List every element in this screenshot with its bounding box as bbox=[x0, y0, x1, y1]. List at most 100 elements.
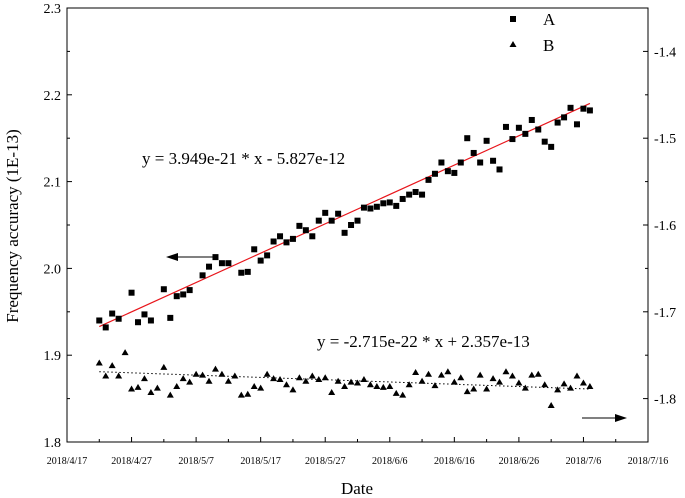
data-point-a bbox=[102, 324, 109, 331]
data-point-a bbox=[135, 319, 142, 326]
data-point-b bbox=[153, 384, 161, 391]
data-point-a bbox=[289, 235, 296, 242]
data-point-a bbox=[548, 143, 555, 150]
data-point-b bbox=[334, 377, 342, 384]
data-point-a bbox=[457, 159, 464, 166]
data-point-b bbox=[186, 378, 194, 385]
data-point-b bbox=[450, 378, 458, 385]
data-point-b bbox=[244, 390, 252, 397]
data-point-b bbox=[282, 381, 290, 388]
data-point-a bbox=[496, 166, 503, 173]
data-point-a bbox=[502, 123, 509, 130]
data-point-b bbox=[115, 372, 123, 379]
data-point-b bbox=[321, 374, 329, 381]
x-tick-label: 2018/4/27 bbox=[111, 456, 152, 467]
data-point-b bbox=[173, 382, 181, 389]
data-point-a bbox=[393, 202, 400, 209]
data-point-b bbox=[554, 386, 562, 393]
data-point-b bbox=[205, 377, 213, 384]
data-point-a bbox=[96, 317, 103, 324]
legend-label-a: A bbox=[543, 10, 556, 29]
y-left-tick-label: 2.2 bbox=[44, 89, 62, 104]
data-point-b bbox=[560, 380, 568, 387]
data-point-b bbox=[302, 377, 310, 384]
series-a-equation: y = 3.949e-21 * x - 5.827e-12 bbox=[142, 149, 345, 168]
data-point-a bbox=[251, 246, 258, 253]
data-point-b bbox=[360, 376, 368, 383]
x-tick-label: 2018/4/17 bbox=[47, 456, 88, 467]
data-point-a bbox=[277, 233, 284, 240]
data-point-b bbox=[547, 402, 555, 409]
data-point-b bbox=[528, 371, 536, 378]
x-axis-title: Date bbox=[341, 479, 373, 498]
data-point-a bbox=[109, 310, 116, 317]
data-point-a bbox=[167, 314, 174, 321]
data-point-b bbox=[289, 386, 297, 393]
left-axis-arrow bbox=[166, 253, 218, 261]
data-point-b bbox=[457, 374, 465, 381]
data-point-b bbox=[418, 377, 426, 384]
y-right-tick-label: -1.4 bbox=[654, 45, 676, 60]
x-tick-label: 2018/5/17 bbox=[240, 456, 281, 467]
data-point-b bbox=[347, 378, 355, 385]
y-right-tick-label: -1.5 bbox=[654, 132, 676, 147]
data-point-a bbox=[173, 293, 180, 300]
data-point-b bbox=[250, 382, 258, 389]
data-point-a bbox=[554, 119, 561, 126]
data-point-b bbox=[263, 370, 271, 377]
data-point-a bbox=[431, 170, 438, 177]
legend-marker-b bbox=[509, 41, 517, 47]
data-point-b bbox=[160, 363, 168, 370]
x-tick-label: 2018/5/27 bbox=[305, 456, 346, 467]
data-point-b bbox=[476, 371, 484, 378]
data-point-a bbox=[147, 317, 154, 324]
data-point-a bbox=[541, 138, 548, 145]
data-point-a bbox=[419, 191, 426, 198]
x-tick-label: 2018/7/6 bbox=[566, 456, 602, 467]
data-point-b bbox=[276, 376, 284, 383]
data-point-b bbox=[295, 374, 303, 381]
data-point-a bbox=[367, 205, 374, 212]
data-point-b bbox=[102, 372, 110, 379]
data-point-a bbox=[586, 107, 593, 114]
data-point-b bbox=[386, 382, 394, 389]
data-point-a bbox=[270, 238, 277, 245]
data-point-b bbox=[412, 369, 420, 376]
data-point-a bbox=[477, 159, 484, 166]
data-point-b bbox=[218, 370, 226, 377]
data-point-a bbox=[199, 272, 206, 279]
data-point-b bbox=[95, 359, 103, 366]
data-point-a bbox=[451, 169, 458, 176]
data-point-a bbox=[218, 260, 225, 267]
data-point-b bbox=[192, 370, 200, 377]
data-point-b bbox=[270, 375, 278, 382]
data-point-b bbox=[373, 382, 381, 389]
data-point-b bbox=[579, 379, 587, 386]
data-point-b bbox=[366, 381, 374, 388]
y-left-tick-label: 2.3 bbox=[44, 2, 62, 17]
data-point-a bbox=[561, 114, 568, 121]
data-point-a bbox=[399, 195, 406, 202]
x-tick-label: 2018/6/6 bbox=[372, 456, 408, 467]
data-point-a bbox=[264, 252, 271, 259]
data-point-b bbox=[179, 375, 187, 382]
data-point-a bbox=[206, 263, 213, 270]
y-axis-title: Frequency accuracy (1E-13) bbox=[3, 129, 22, 323]
data-point-b bbox=[489, 375, 497, 382]
y-left-tick-label: 1.9 bbox=[44, 349, 62, 364]
data-point-a bbox=[141, 311, 148, 318]
data-point-a bbox=[238, 269, 245, 276]
data-point-b bbox=[134, 383, 142, 390]
data-point-a bbox=[483, 137, 490, 144]
data-point-b bbox=[166, 391, 174, 398]
data-point-a bbox=[406, 191, 413, 198]
data-point-a bbox=[425, 176, 432, 183]
data-point-b bbox=[541, 381, 549, 388]
x-tick-label: 2018/6/16 bbox=[434, 456, 475, 467]
data-point-b bbox=[405, 381, 413, 388]
y-right-tick-label: -1.8 bbox=[654, 393, 676, 408]
data-point-a bbox=[180, 291, 187, 298]
data-point-b bbox=[341, 382, 349, 389]
data-point-b bbox=[108, 362, 116, 369]
